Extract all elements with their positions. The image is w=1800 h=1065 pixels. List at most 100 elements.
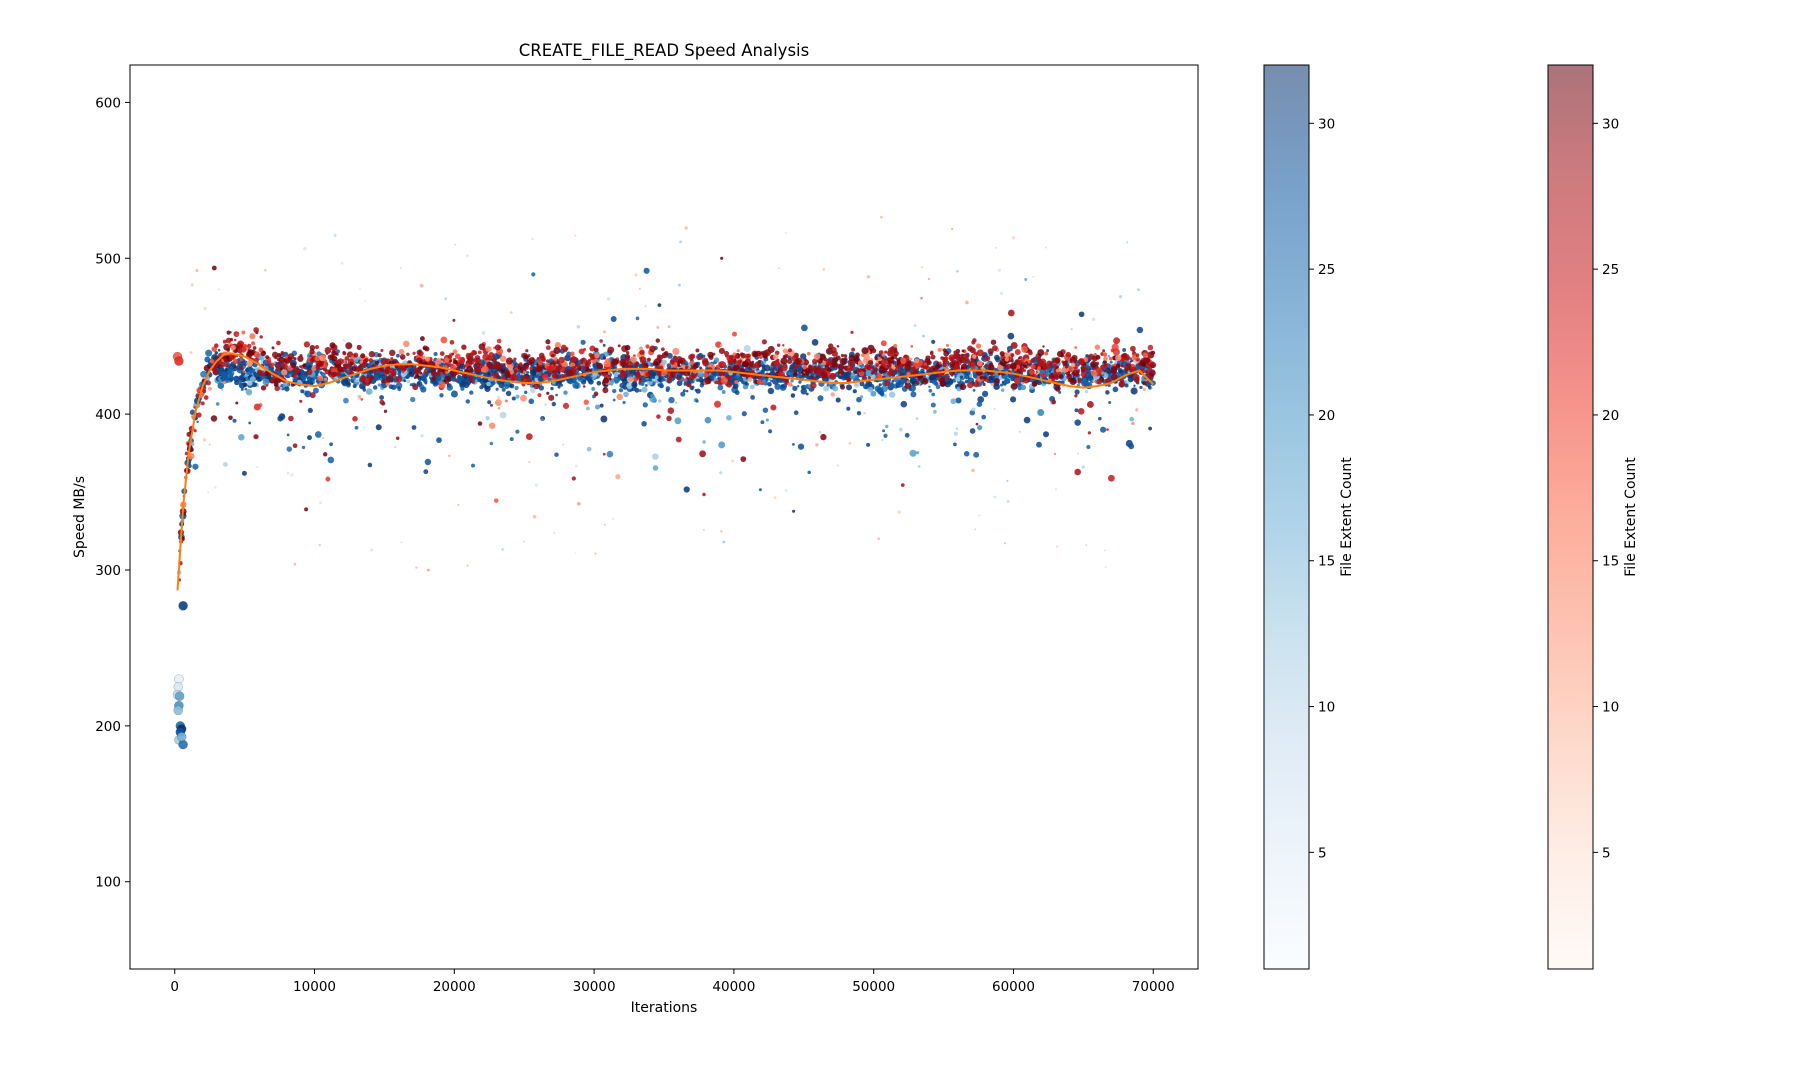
scatter-point: [1064, 365, 1069, 369]
scatter-point: [830, 392, 836, 397]
scatter-point: [406, 352, 410, 357]
scatter-point: [421, 375, 427, 382]
scatter-point: [553, 356, 558, 361]
scatter-point: [301, 445, 306, 450]
scatter-point: [306, 369, 313, 376]
scatter-point: [994, 377, 1000, 384]
scatter-point: [233, 365, 237, 369]
scatter-point: [247, 380, 253, 386]
scatter-point: [327, 456, 335, 464]
scatter-point: [797, 443, 805, 450]
scatter-point: [1031, 381, 1038, 387]
scatter-point: [226, 348, 230, 352]
scatter-outlier: [951, 227, 954, 231]
scatter-point: [596, 374, 600, 377]
scatter-outlier: [448, 454, 451, 458]
scatter-point: [253, 403, 261, 411]
scatter-point: [797, 373, 802, 377]
scatter-point: [832, 385, 839, 392]
scatter-outlier: [207, 491, 209, 494]
highlighted-point: [174, 691, 185, 702]
scatter-point: [895, 357, 899, 361]
scatter-point: [204, 356, 211, 363]
scatter-point: [940, 356, 944, 360]
scatter-outlier: [370, 548, 374, 552]
scatter-point: [444, 357, 450, 363]
scatter-point: [829, 372, 837, 380]
scatter-outlier: [1003, 542, 1007, 545]
scatter-point: [642, 402, 648, 408]
scatter-outlier: [823, 441, 826, 444]
scatter-point: [288, 373, 292, 377]
scatter-outlier: [203, 306, 207, 310]
scatter-point: [314, 355, 321, 362]
scatter-point: [324, 369, 330, 375]
scatter-point: [942, 348, 947, 353]
scatter-point: [898, 427, 903, 432]
scatter-point: [612, 388, 617, 394]
scatter-outlier: [1055, 545, 1059, 548]
scatter-point: [596, 380, 602, 386]
scatter-point: [1139, 385, 1143, 390]
scatter-point: [397, 386, 401, 389]
scatter-point: [915, 381, 920, 385]
scatter-point: [485, 416, 490, 421]
scatter-point: [293, 367, 300, 374]
scatter-point: [613, 376, 621, 384]
scatter-outlier: [639, 287, 641, 290]
scatter-point: [977, 396, 985, 403]
scatter-outlier: [574, 552, 577, 554]
scatter-point: [536, 356, 540, 361]
scatter-point: [583, 399, 589, 405]
scatter-point: [410, 396, 416, 403]
scatter-point: [662, 378, 666, 382]
scatter-outlier: [394, 445, 397, 449]
scatter-point: [622, 359, 629, 366]
scatter-point: [492, 372, 499, 379]
scatter-point: [732, 331, 737, 337]
scatter-point: [639, 349, 645, 355]
scatter-point: [537, 393, 542, 398]
scatter-point: [484, 385, 491, 392]
colorbar-tick-label: 25: [1318, 262, 1335, 278]
scatter-point: [955, 397, 962, 404]
scatter-outlier: [818, 430, 822, 434]
scatter-point: [1018, 371, 1022, 374]
scatter-point: [685, 365, 689, 369]
scatter-point: [331, 350, 337, 356]
scatter-point: [963, 357, 970, 364]
scatter-point: [309, 381, 314, 386]
scatter-point: [1057, 371, 1062, 376]
scatter-point: [810, 382, 817, 389]
scatter-point: [631, 386, 637, 392]
scatter-outlier: [1085, 544, 1088, 547]
scatter-point: [777, 343, 781, 347]
scatter-point: [649, 369, 657, 377]
colorbar-tick-label: 5: [1602, 845, 1611, 861]
scatter-point: [411, 425, 417, 430]
scatter-point: [837, 369, 844, 376]
scatter-point: [504, 371, 511, 378]
scatter-point: [867, 376, 872, 380]
scatter-point: [245, 367, 250, 373]
scatter-outlier: [997, 268, 1002, 272]
scatter-point: [385, 375, 393, 383]
scatter-point: [1023, 416, 1031, 424]
scatter-point: [675, 436, 682, 443]
scatter-point: [217, 368, 223, 374]
scatter-point: [454, 360, 459, 365]
scatter-point: [1129, 416, 1135, 422]
scatter-point: [439, 393, 444, 398]
scatter-point: [210, 415, 218, 422]
scatter-point: [576, 363, 581, 368]
scatter-point: [813, 376, 817, 380]
scatter-point: [994, 354, 1000, 361]
scatter-point: [306, 364, 313, 371]
scatter-point: [620, 369, 624, 373]
scatter-outlier: [784, 489, 788, 493]
scatter-point: [850, 330, 854, 334]
colorbar-gradient: [1264, 65, 1309, 969]
scatter-outlier: [927, 277, 931, 281]
scatter-outlier: [883, 394, 887, 398]
scatter-point: [444, 375, 452, 383]
